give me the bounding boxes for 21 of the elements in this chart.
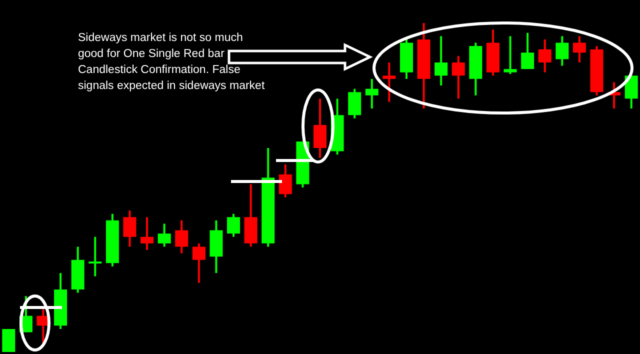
candlestick bbox=[348, 88, 362, 120]
candlestick bbox=[572, 35, 586, 64]
candlestick bbox=[278, 163, 292, 198]
candlestick bbox=[158, 222, 171, 248]
candlestick bbox=[140, 216, 154, 252]
candlestick bbox=[175, 219, 188, 254]
candlestick bbox=[192, 242, 206, 284]
annotation: Sideways market is not so much good for One Single Red bar Candlestick Confirmation. False signals expected in sideways market bbox=[78, 31, 266, 94]
candlestick bbox=[624, 74, 638, 110]
candlestick bbox=[452, 54, 465, 100]
candlestick bbox=[538, 38, 552, 74]
candlestick bbox=[434, 35, 448, 87]
candlestick bbox=[88, 236, 102, 278]
candlestick bbox=[504, 35, 517, 75]
candlestick bbox=[556, 35, 569, 67]
candlestick bbox=[314, 98, 326, 159]
candlestick bbox=[365, 78, 378, 110]
candlestick bbox=[521, 32, 534, 70]
candlestick bbox=[382, 61, 396, 103]
candlestick bbox=[227, 212, 240, 238]
candlestick bbox=[123, 210, 136, 248]
